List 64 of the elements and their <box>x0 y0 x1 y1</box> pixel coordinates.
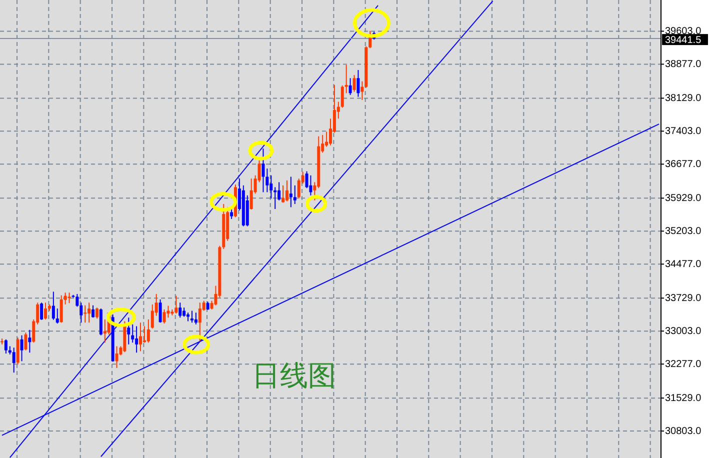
candlestick <box>250 178 253 210</box>
candlestick <box>325 131 328 148</box>
candlestick <box>28 329 32 354</box>
y-tick-label: 38129.0 <box>665 93 702 104</box>
candlestick <box>289 176 292 208</box>
candlestick <box>44 302 48 320</box>
candlestick <box>92 304 95 318</box>
candlestick <box>266 168 269 193</box>
candlestick <box>52 291 55 320</box>
candlestick <box>56 308 59 324</box>
candlestick <box>68 292 71 304</box>
y-tick-label: 38877.0 <box>665 59 702 70</box>
candlestick <box>88 302 91 324</box>
candlestick <box>24 332 28 351</box>
candlestick <box>95 307 98 320</box>
candlestick <box>344 64 348 94</box>
ref-line-label: 39441.5 <box>665 35 702 46</box>
candlestick <box>162 308 166 324</box>
candlestick <box>198 302 202 342</box>
candlestick <box>309 174 312 196</box>
candlestick <box>40 302 44 320</box>
candlestick <box>270 174 273 200</box>
y-tick-label: 30803.0 <box>665 426 702 438</box>
y-tick-label: 36677.0 <box>665 159 702 170</box>
candlestick <box>340 84 344 108</box>
candlestick <box>20 334 24 362</box>
candlestick <box>356 69 360 98</box>
candlestick <box>348 78 352 96</box>
y-tick-label: 34477.0 <box>665 259 702 270</box>
candlestick <box>278 182 281 201</box>
y-tick-label: 31529.0 <box>665 393 702 404</box>
candlestick <box>60 294 63 324</box>
candlestick <box>230 208 234 220</box>
y-tick-label: 35929.0 <box>665 193 702 204</box>
candlestick <box>131 324 134 344</box>
candlestick <box>146 318 150 344</box>
candlestick <box>135 326 138 354</box>
candlestick <box>190 310 194 324</box>
candlestick <box>293 184 296 205</box>
annotation: 日线图 <box>252 360 336 391</box>
candlestick <box>285 180 288 202</box>
candlestick <box>84 304 87 324</box>
candlestick <box>115 346 118 369</box>
candlestick <box>174 295 178 314</box>
candlestick <box>16 337 20 365</box>
candlestick <box>139 322 142 352</box>
candlestick <box>4 338 8 354</box>
candlestick <box>282 184 285 204</box>
y-tick-label: 33729.0 <box>665 293 702 304</box>
candlestick <box>262 148 265 193</box>
y-tick-label: 35203.0 <box>665 226 702 238</box>
y-tick-label: 32277.0 <box>665 359 702 370</box>
candlestick <box>352 74 356 92</box>
candlestick <box>178 302 182 318</box>
candlestick <box>12 347 16 374</box>
candlestick <box>150 304 154 330</box>
y-tick-label: 33003.0 <box>665 326 702 338</box>
candlestick <box>297 178 300 200</box>
candlestick <box>127 317 130 345</box>
y-tick-label: 37403.0 <box>665 126 702 138</box>
candlestick <box>158 298 162 324</box>
candlestick <box>194 312 198 325</box>
candlestick <box>182 307 186 318</box>
candlestick <box>360 80 364 100</box>
